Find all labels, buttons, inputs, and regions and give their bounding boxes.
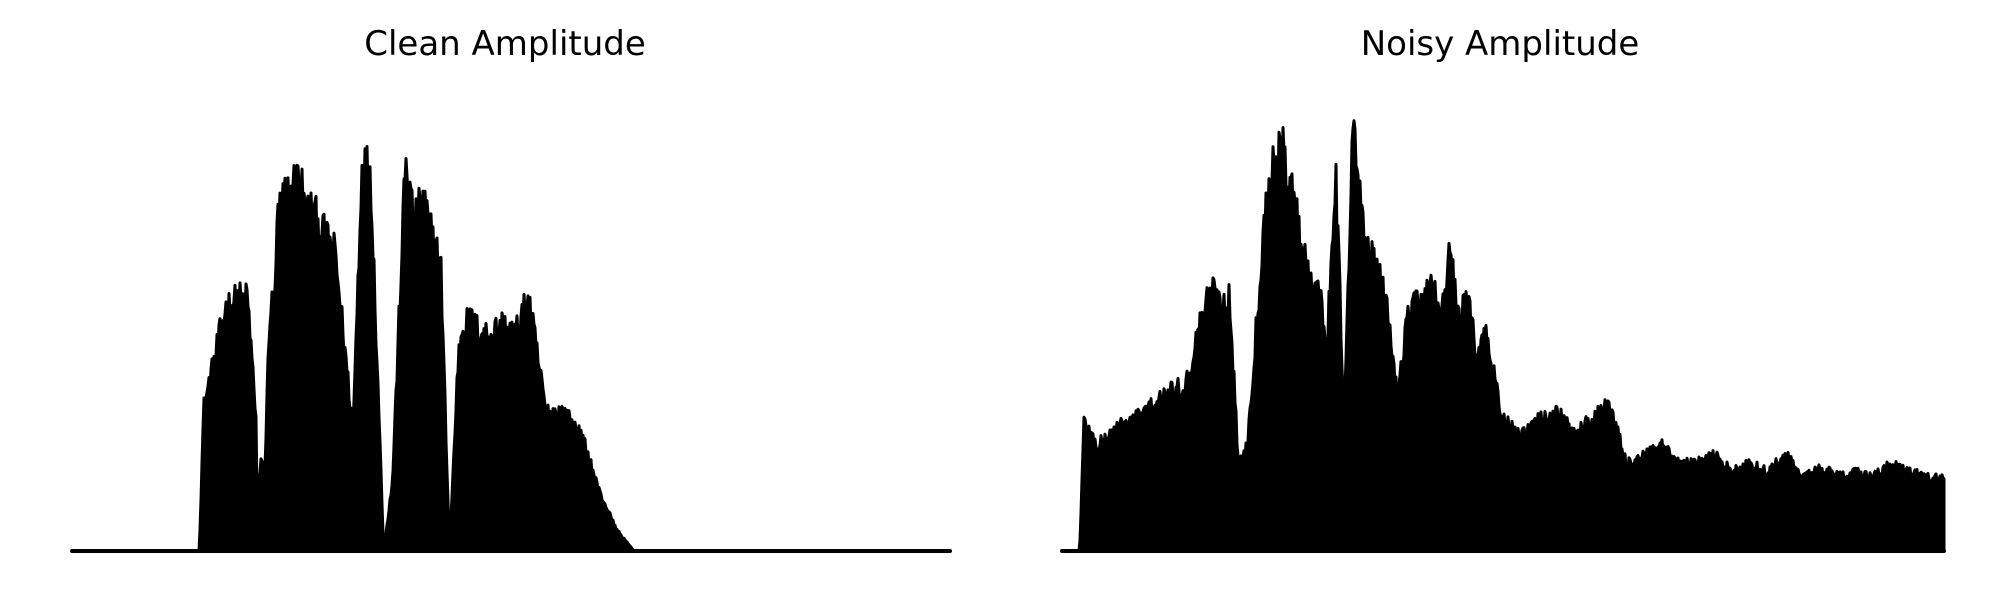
chart-title: Noisy Amplitude — [1360, 24, 1640, 64]
amplitude-series-area — [1060, 119, 1946, 553]
chart-title: Clean Amplitude — [364, 24, 646, 64]
clean-amplitude-panel: Clean Amplitude — [70, 24, 952, 553]
clean-amplitude-plot — [70, 144, 952, 553]
noisy-amplitude-panel: Noisy Amplitude — [1000, 0, 2000, 600]
noisy-amplitude-plot — [1060, 119, 1946, 553]
amplitude-series-area — [70, 144, 952, 553]
